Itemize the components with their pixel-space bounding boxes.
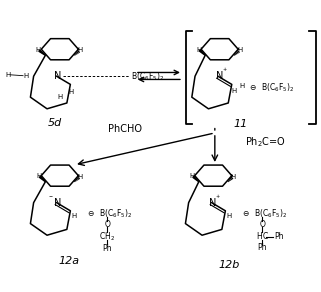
Text: H: H (36, 47, 41, 53)
Text: $\ominus$: $\ominus$ (87, 209, 95, 218)
Text: B(C$_6$F$_5$)$_2$: B(C$_6$F$_5$)$_2$ (254, 207, 288, 220)
Text: N: N (209, 198, 217, 208)
Text: PhCHO: PhCHO (108, 124, 142, 134)
Text: $\ominus$: $\ominus$ (242, 209, 250, 218)
Text: H: H (227, 213, 232, 219)
Text: H: H (256, 232, 262, 241)
Text: H: H (24, 73, 29, 79)
Text: B(C$_6$F$_5$)$_2$: B(C$_6$F$_5$)$_2$ (261, 81, 294, 93)
Text: N: N (216, 71, 223, 81)
Text: Ph: Ph (274, 232, 284, 241)
Polygon shape (193, 176, 199, 182)
Text: Ph: Ph (257, 243, 267, 252)
Text: H: H (72, 213, 77, 219)
Text: H: H (5, 72, 11, 78)
Text: H: H (77, 47, 82, 53)
Text: H: H (237, 47, 242, 53)
Text: H: H (57, 94, 63, 100)
Text: O: O (259, 220, 265, 229)
Text: $^{+}$: $^{+}$ (215, 194, 221, 200)
Text: H: H (190, 173, 195, 179)
Text: B(C$_6$F$_5$)$_2$: B(C$_6$F$_5$)$_2$ (131, 70, 164, 83)
Text: N: N (54, 198, 62, 208)
Text: Ph: Ph (102, 244, 112, 253)
Text: 12b: 12b (219, 260, 240, 270)
Text: 11: 11 (233, 119, 247, 128)
Text: N: N (54, 71, 62, 81)
Text: H: H (36, 173, 42, 179)
Text: Ph$_2$C=O: Ph$_2$C=O (245, 135, 286, 149)
Polygon shape (199, 50, 205, 55)
Text: H: H (77, 173, 82, 180)
Polygon shape (39, 50, 45, 55)
Text: H: H (231, 173, 236, 180)
Text: $^{+}$: $^{+}$ (221, 68, 227, 74)
Text: C: C (263, 232, 268, 241)
Text: $^{-}$: $^{-}$ (48, 194, 54, 200)
Text: H: H (68, 89, 74, 95)
Text: H: H (239, 84, 245, 89)
Text: B(C$_6$F$_5$)$_2$: B(C$_6$F$_5$)$_2$ (99, 207, 133, 220)
Text: $\ominus$: $\ominus$ (249, 83, 257, 92)
Text: H: H (231, 88, 237, 94)
Text: CH$_2$: CH$_2$ (99, 230, 115, 243)
Text: O: O (104, 220, 110, 229)
Text: 12a: 12a (59, 256, 80, 266)
Polygon shape (39, 176, 45, 182)
Text: H: H (196, 46, 201, 53)
Text: 5d: 5d (48, 118, 62, 128)
